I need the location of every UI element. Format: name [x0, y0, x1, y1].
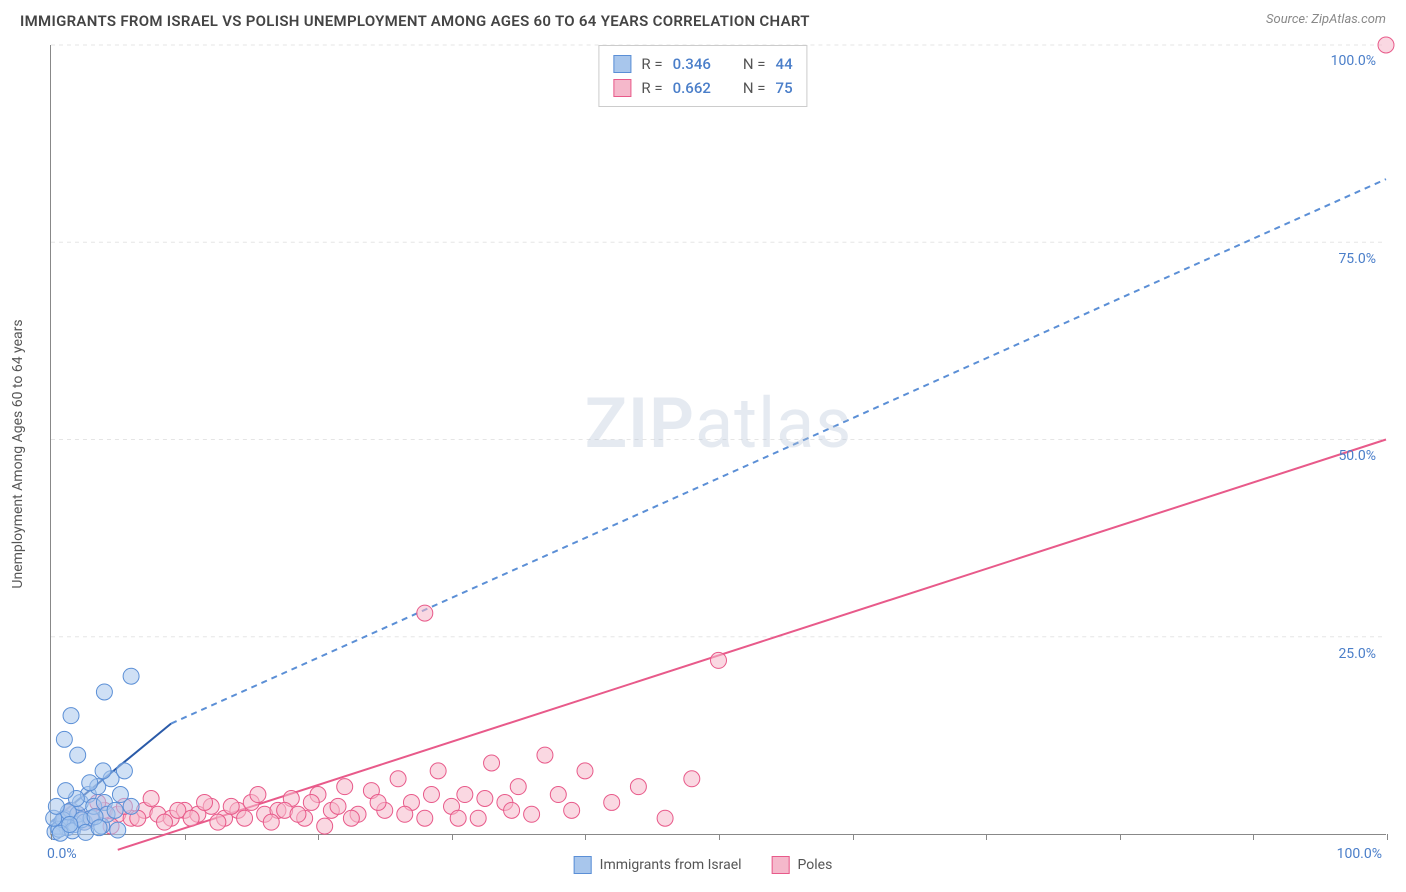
data-point	[263, 814, 279, 830]
data-point	[123, 798, 139, 814]
data-point	[504, 802, 520, 818]
data-point	[711, 652, 727, 668]
plot-area: ZIPatlas 25.0%50.0%75.0%100.0% 0.0% 100.…	[50, 45, 1386, 835]
n-value-israel: 44	[776, 52, 793, 76]
data-point	[564, 802, 580, 818]
data-point	[510, 779, 526, 795]
x-tick	[452, 834, 453, 840]
n-label: N =	[743, 76, 766, 100]
x-axis-min-label: 0.0%	[47, 846, 77, 862]
x-tick	[719, 834, 720, 840]
n-value-poles: 75	[776, 76, 793, 100]
bottom-legend: Immigrants from Israel Poles	[574, 856, 833, 874]
data-point	[197, 794, 213, 810]
data-point	[684, 771, 700, 787]
data-point	[484, 755, 500, 771]
chart-title: IMMIGRANTS FROM ISRAEL VS POLISH UNEMPLO…	[20, 12, 810, 30]
data-point	[62, 817, 78, 833]
data-point	[143, 791, 159, 807]
stats-row-israel: R = 0.346 N = 44	[613, 52, 792, 76]
x-tick	[185, 834, 186, 840]
swatch-poles	[613, 79, 631, 97]
data-point	[370, 794, 386, 810]
chart-svg	[51, 45, 1386, 834]
swatch-israel	[613, 55, 631, 73]
legend-item-israel: Immigrants from Israel	[574, 856, 742, 874]
data-point	[210, 814, 226, 830]
data-point	[116, 763, 132, 779]
data-point	[604, 794, 620, 810]
x-tick	[585, 834, 586, 840]
n-label: N =	[743, 52, 766, 76]
data-point	[107, 802, 123, 818]
data-point	[223, 798, 239, 814]
x-tick	[1253, 834, 1254, 840]
data-point	[417, 810, 433, 826]
data-point	[577, 763, 593, 779]
swatch-poles	[772, 856, 790, 874]
y-tick-label: 75.0%	[1338, 251, 1376, 267]
data-point	[110, 822, 126, 838]
data-point	[290, 806, 306, 822]
data-point	[91, 820, 107, 836]
data-point	[457, 787, 473, 803]
legend-label-israel: Immigrants from Israel	[600, 857, 742, 873]
data-point	[524, 806, 540, 822]
x-tick	[986, 834, 987, 840]
data-point	[537, 747, 553, 763]
data-point	[183, 810, 199, 826]
data-point	[477, 791, 493, 807]
x-tick	[853, 834, 854, 840]
y-tick-label: 50.0%	[1338, 448, 1376, 464]
legend-item-poles: Poles	[772, 856, 833, 874]
data-point	[430, 763, 446, 779]
data-point	[343, 810, 359, 826]
data-point	[96, 684, 112, 700]
data-point	[630, 779, 646, 795]
data-point	[56, 731, 72, 747]
y-tick-label: 100.0%	[1331, 53, 1376, 69]
data-point	[303, 794, 319, 810]
data-point	[330, 798, 346, 814]
x-tick	[1120, 834, 1121, 840]
data-point	[156, 814, 172, 830]
data-point	[58, 783, 74, 799]
x-axis-max-label: 100.0%	[1337, 846, 1382, 862]
y-tick-label: 25.0%	[1338, 646, 1376, 662]
x-tick	[318, 834, 319, 840]
data-point	[397, 806, 413, 822]
data-point	[550, 787, 566, 803]
data-point	[337, 779, 353, 795]
x-tick	[51, 834, 52, 840]
data-point	[237, 810, 253, 826]
data-point	[70, 747, 86, 763]
legend-label-poles: Poles	[798, 857, 833, 873]
data-point	[657, 810, 673, 826]
r-label: R =	[641, 52, 662, 76]
swatch-israel	[574, 856, 592, 874]
data-point	[423, 787, 439, 803]
data-point	[82, 775, 98, 791]
stats-legend-box: R = 0.346 N = 44 R = 0.662 N = 75	[598, 45, 807, 107]
data-point	[317, 818, 333, 834]
r-value-poles: 0.662	[673, 76, 711, 100]
data-point	[1378, 37, 1394, 53]
data-point	[417, 605, 433, 621]
data-point	[390, 771, 406, 787]
data-point	[470, 810, 486, 826]
y-axis-title: Unemployment Among Ages 60 to 64 years	[10, 319, 26, 588]
data-point	[123, 668, 139, 684]
stats-row-poles: R = 0.662 N = 75	[613, 76, 792, 100]
data-point	[450, 810, 466, 826]
r-value-israel: 0.346	[673, 52, 711, 76]
source-attribution: Source: ZipAtlas.com	[1266, 12, 1386, 27]
data-point	[63, 708, 79, 724]
data-point	[95, 763, 111, 779]
r-label: R =	[641, 76, 662, 100]
data-point	[250, 787, 266, 803]
x-tick	[1387, 834, 1388, 840]
data-point	[48, 798, 64, 814]
